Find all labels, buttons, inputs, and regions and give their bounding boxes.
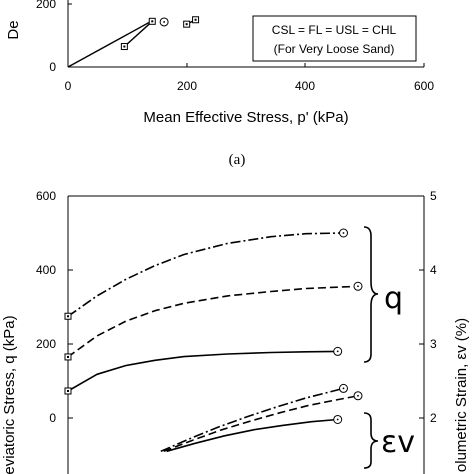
ev-brace [363,412,379,469]
annotation-box [252,15,417,62]
top-circle-marker-dot [163,21,166,23]
bottom-series-line-εv-solid [166,418,338,453]
left-y-axis-label: eviatoric Stress, q (kPa) [1,315,18,474]
q-group-label: q [384,281,403,316]
left-y-tick-label: 400 [36,263,56,277]
bottom-series-group [64,228,363,453]
top-x-tick-label: 600 [414,79,434,93]
top-x-tick-label: 0 [65,79,72,93]
top-series-line-1 [123,20,153,48]
right-y-tick-label: 4 [430,263,437,277]
bottom-series-line-q-dashed [67,285,359,358]
bottom-series-line-εv-dashed [163,395,359,453]
start-square-marker-dot [67,315,69,318]
end-circle-marker-dot [342,232,345,234]
left-y-tick-label: 600 [36,189,56,203]
right-y-axis-label: olumetric Strain, εv (%) [453,318,470,472]
top-square-marker-dot [194,18,197,21]
top-series-group [67,16,200,68]
end-circle-marker-dot [336,350,339,353]
top-x-tick-label: 200 [177,79,197,93]
bottom-series-line-q-dash-dot [67,232,344,317]
annotation-line-2: (For Very Loose Sand) [274,42,395,56]
end-circle-marker-dot [336,418,339,421]
left-y-tick-label: 0 [49,411,56,425]
top-square-marker-dot [123,45,126,48]
top-series-line-0 [67,19,155,68]
bottom-series-line-εv-dash-dot [160,387,344,453]
top-y-tick-label: 0 [49,60,56,74]
right-y-tick-label: 3 [430,337,437,351]
top-x-ticks: 0 200 400 600 [65,63,434,93]
panel-caption: (a) [229,152,246,168]
start-square-marker-dot [67,389,69,392]
annotation-line-1: CSL = FL = USL = CHL [272,23,397,37]
end-circle-marker-dot [357,394,359,397]
top-panel: De 0 200 400 600 200 0 CSL = FL = USL = … [5,0,434,168]
bottom-series-line-q-solid [67,350,338,392]
top-square-marker-dot [151,20,154,23]
q-brace [363,226,379,363]
right-y-tick-label: 5 [430,189,437,203]
top-annotation: CSL = FL = USL = CHL (For Very Loose San… [252,15,417,62]
top-square-marker-dot [185,23,188,26]
left-y-tick-label: 200 [36,337,56,351]
top-x-tick-label: 400 [295,79,315,93]
end-circle-marker-dot [342,387,345,390]
top-y-tick-label: 200 [36,0,56,11]
right-y-tick-label: 2 [430,411,437,425]
ev-group-label: εv [381,425,415,460]
start-square-marker-dot [67,355,69,358]
bottom-panel: 600 400 200 0 5 4 3 2 eviatoric Stress, … [1,189,470,474]
end-circle-marker-dot [357,285,359,288]
top-ylabel-fragment: De [5,20,22,39]
top-x-axis-label: Mean Effective Stress, p' (kPa) [143,109,348,126]
